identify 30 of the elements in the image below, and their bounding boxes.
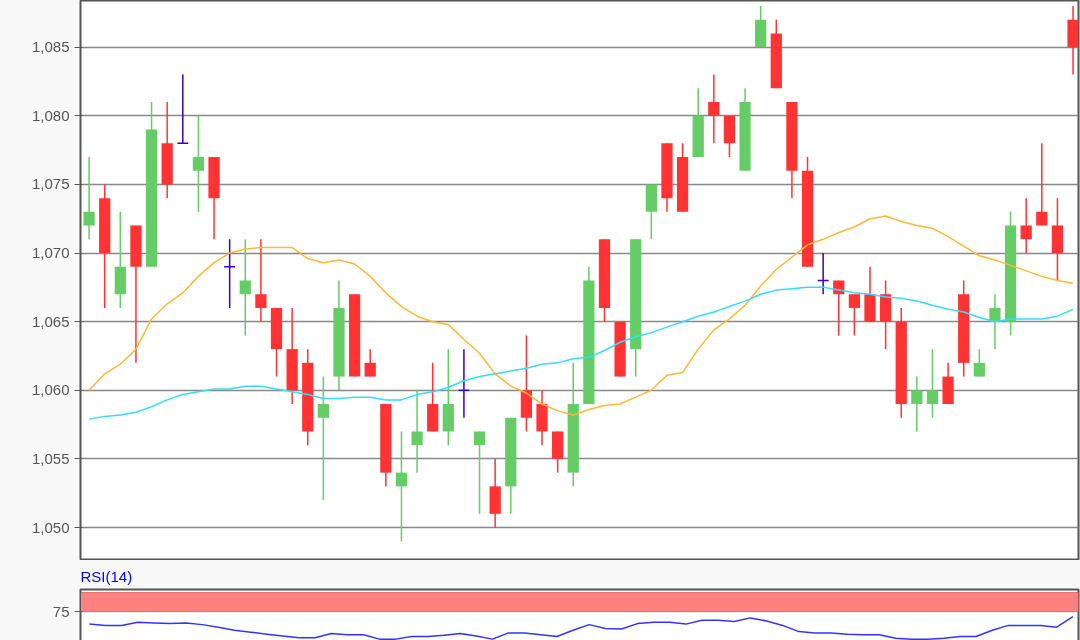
candlestick xyxy=(708,73,720,144)
candlestick xyxy=(473,430,486,515)
y-tick-label: 1,075 xyxy=(31,175,70,193)
chart-title: RSI(14) xyxy=(80,567,133,585)
candlestick xyxy=(223,238,236,309)
candlestick xyxy=(1020,197,1032,254)
candlestick xyxy=(973,348,985,378)
candlestick xyxy=(911,375,923,433)
candlestick xyxy=(364,348,376,378)
candlestick xyxy=(239,238,251,337)
candlestick xyxy=(989,293,1001,350)
y-tick-label: 1,085 xyxy=(31,38,70,56)
line-series xyxy=(88,215,1074,416)
candlestick xyxy=(317,375,329,501)
candlestick xyxy=(255,238,267,323)
candlestick xyxy=(395,430,408,543)
y-tick-label: 1,050 xyxy=(31,518,70,536)
y-tick-label: 1,070 xyxy=(31,244,70,262)
y-tick-label: 1,055 xyxy=(31,449,70,467)
candlestick xyxy=(176,73,190,144)
candlestick xyxy=(848,293,860,337)
candlestick xyxy=(192,115,205,213)
candlestick xyxy=(1036,142,1048,227)
candlestick xyxy=(926,348,939,419)
candlestick xyxy=(411,389,423,474)
y-tick-label: 1,080 xyxy=(31,106,70,124)
candlestick xyxy=(83,156,95,241)
text: 75 xyxy=(52,602,70,620)
y-tick-label: 1,060 xyxy=(31,381,70,399)
y-tick-label: 1,065 xyxy=(31,312,70,330)
